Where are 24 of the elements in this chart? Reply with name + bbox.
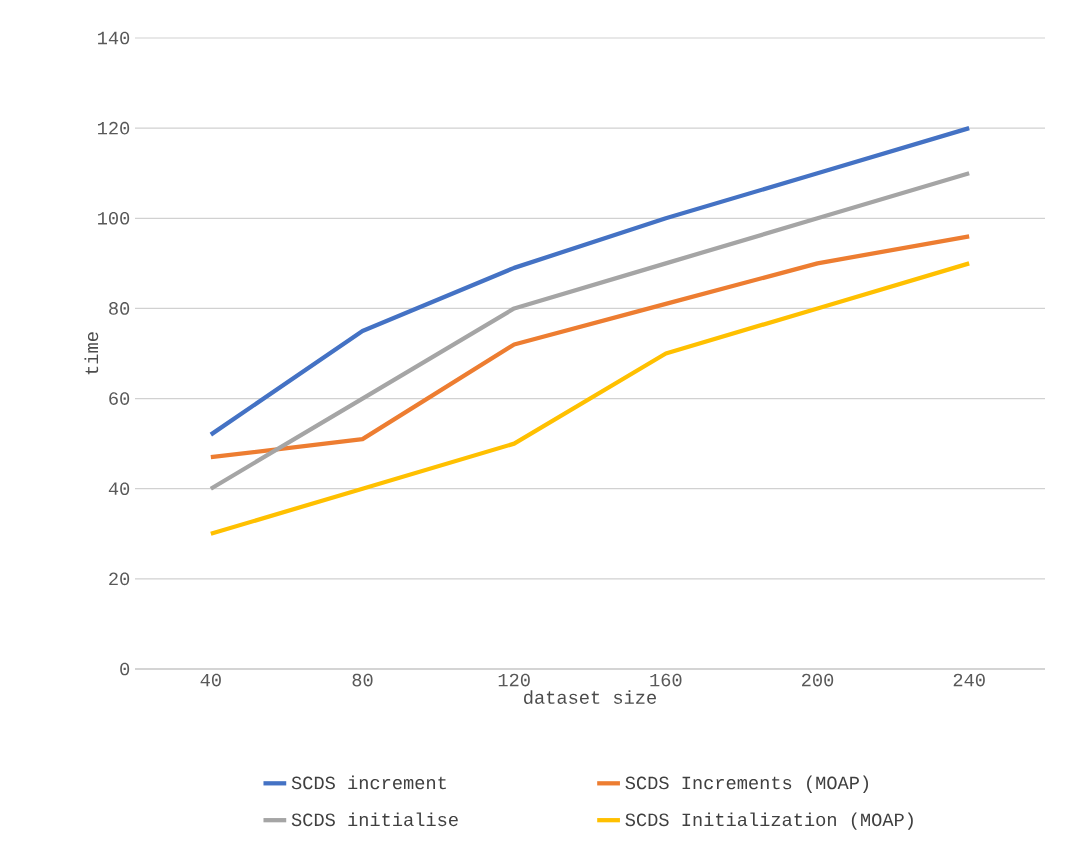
x-tick-label: 240: [953, 673, 985, 687]
y-tick-label: 40: [108, 482, 130, 496]
line-series: [208, 261, 972, 536]
y-axis-title: time: [84, 332, 99, 375]
line-series: [208, 126, 972, 437]
x-tick-label: 80: [352, 673, 373, 687]
y-tick-label: 100: [98, 211, 130, 225]
line-series: [208, 234, 972, 460]
legend-label: SCDS initialise: [291, 812, 458, 827]
y-tick-label: 120: [98, 121, 130, 135]
y-tick-label: 80: [109, 302, 130, 315]
y-tick-label: 140: [98, 31, 130, 45]
y-tick-label: 60: [109, 392, 130, 405]
legend-label: SCDS increment: [291, 775, 446, 790]
x-tick-label: 120: [498, 673, 530, 687]
y-tick-label: 0: [120, 662, 130, 676]
x-tick-label: 200: [802, 673, 834, 687]
legend-label: SCDS Increments (MOAP): [625, 775, 869, 793]
x-tick-label: 40: [200, 673, 221, 687]
x-tick-label: 160: [650, 673, 682, 687]
y-tick-label: 20: [109, 572, 130, 586]
x-axis-title: dataset size: [524, 690, 656, 704]
legend-label: SCDS Initialization (MOAP): [625, 812, 913, 830]
line-series: [208, 171, 972, 491]
